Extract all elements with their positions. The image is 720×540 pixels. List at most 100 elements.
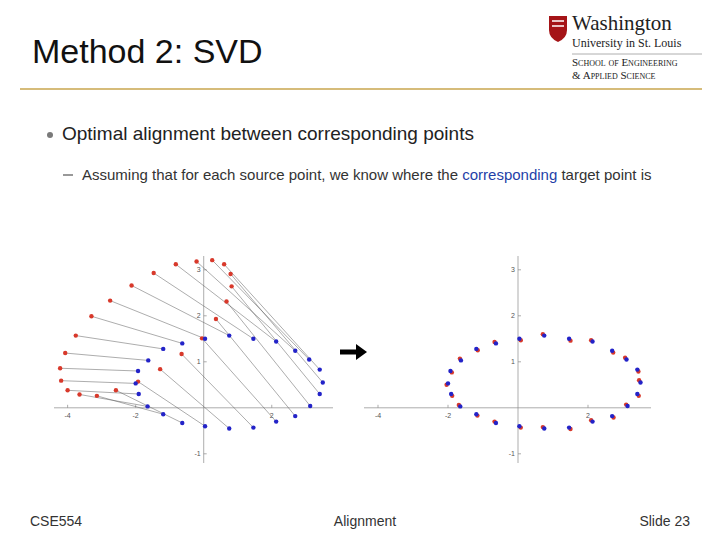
point [179,352,183,356]
footer-slide-number: Slide 23 [639,513,690,529]
correspondence-line [132,285,230,335]
footer-course: CSE554 [30,513,82,529]
x-tick [271,405,272,408]
x-tick [448,405,449,408]
point [308,404,312,408]
y-tick [518,361,521,362]
point [517,424,521,428]
y-tick [518,269,521,270]
chart: -4-22-1123 [364,256,651,463]
point [129,283,133,287]
x-tick-label: -4 [64,412,70,419]
point [161,347,165,351]
point [624,357,628,361]
point [590,419,594,423]
point [567,425,571,429]
chart: -4-22-1123 [54,256,333,463]
correspondence-line [76,336,163,349]
y-tick-label: 2 [197,312,201,319]
point [517,337,521,341]
title-rule [20,88,702,90]
point [180,341,184,345]
correspondence-line [202,338,276,421]
logo-shield-mark [552,21,564,26]
point [222,262,226,266]
slide: -4-22-1123-4-22-1123Method 2: SVDWashing… [0,0,720,540]
correspondence-line [61,381,136,384]
point [542,333,546,337]
x-tick [67,405,68,408]
y-tick-label: 3 [197,266,201,273]
point [174,262,178,266]
point [590,339,594,343]
point [227,333,231,337]
point [449,392,453,396]
correspondence-line [231,274,323,383]
correspondence-line [116,390,182,423]
correspondence-line [176,264,276,341]
point [59,378,63,382]
y-tick [204,453,207,454]
point [321,380,325,384]
correspondence-line [65,353,148,360]
x-tick [588,405,589,408]
arrow [340,344,367,360]
point [210,258,214,262]
point [567,337,571,341]
y-tick [204,361,207,362]
point [224,299,228,303]
point [448,369,452,373]
correspondence-line [224,264,320,369]
plot-area [444,332,642,431]
logo-school: School of Engineering [572,56,677,68]
point [474,347,478,351]
point [542,426,546,430]
bullet-dot [47,132,53,138]
point [229,284,233,288]
point [203,424,207,428]
point [474,412,478,416]
point [446,381,450,385]
point [158,367,162,371]
point [459,358,463,362]
point [63,351,67,355]
logo-name: Washington [572,11,672,36]
point [95,394,99,398]
point [137,392,141,396]
point [251,425,255,429]
x-tick-label: -2 [445,412,451,419]
correspondence-line [197,262,296,351]
correspondence-line [160,369,229,428]
correspondence-line [110,301,205,339]
x-axis [364,407,651,408]
point [307,357,311,361]
point [145,404,149,408]
plot-area [58,258,325,431]
correspondence-line [154,273,254,339]
sub-bullet-text: Assuming that for each source point, we … [82,166,462,183]
point [161,412,165,416]
y-axis [203,256,204,463]
point [274,419,278,423]
point [318,392,322,396]
slide-graphics: -4-22-1123-4-22-1123 [0,0,720,540]
correspondence-line [182,354,254,428]
y-tick-label: -1 [194,450,200,457]
point [635,367,639,371]
point [89,314,93,318]
point [194,259,198,263]
point [293,414,297,418]
point [458,404,462,408]
x-tick-label: -2 [133,412,139,419]
correspondence-line [232,286,320,394]
footer-topic: Alignment [300,513,430,529]
point [180,421,184,425]
point [146,358,150,362]
y-tick [204,315,207,316]
point [65,388,69,392]
sub-bullet: Assuming that for each source point, we … [82,165,687,185]
point [274,339,278,343]
point [251,337,255,341]
point [318,367,322,371]
bullet: Optimal alignment between corresponding … [62,123,474,145]
